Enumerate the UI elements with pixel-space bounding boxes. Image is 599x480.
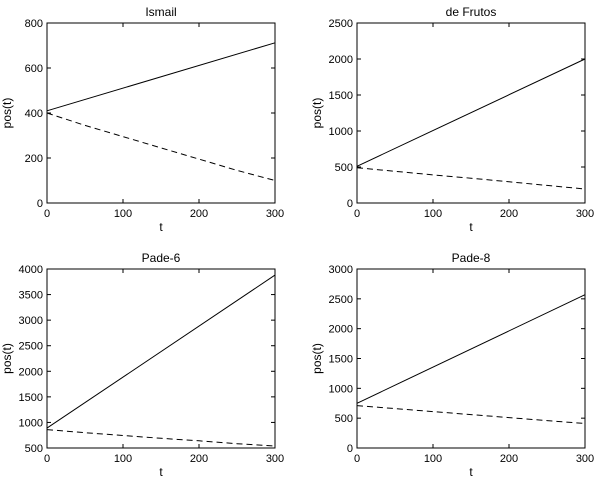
x-tick-label: 200 [500, 208, 518, 220]
x-tick-label: 0 [44, 453, 50, 465]
y-tick-label: 400 [25, 108, 43, 120]
y-tick-label: 0 [347, 198, 353, 210]
y-tick-label: 0 [37, 198, 43, 210]
chart-title: de Frutos [446, 5, 497, 19]
y-tick-label: 0 [347, 443, 353, 455]
chart-title: Ismail [145, 5, 176, 19]
y-axis-label: pos(t) [310, 98, 324, 129]
y-tick-label: 600 [25, 63, 43, 75]
x-tick-label: 0 [354, 453, 360, 465]
x-tick-label: 100 [424, 453, 442, 465]
x-tick-label: 100 [114, 208, 132, 220]
y-tick-label: 2000 [19, 366, 43, 378]
x-tick-label: 300 [266, 208, 284, 220]
y-tick-label: 4000 [19, 264, 43, 276]
x-tick-label: 300 [266, 453, 284, 465]
x-tick-label: 200 [190, 453, 208, 465]
x-tick-label: 300 [576, 208, 594, 220]
x-axis-label: t [159, 465, 163, 479]
x-tick-label: 100 [424, 208, 442, 220]
y-tick-label: 800 [25, 18, 43, 30]
y-tick-label: 500 [335, 162, 353, 174]
x-axis-label: t [469, 465, 473, 479]
y-tick-label: 1500 [329, 90, 353, 102]
subplot-3: Pade-6 0 100 200 300 500 1000 1500 2000 2500 3000 3… [0, 251, 284, 479]
series-line-solid [46, 42, 276, 112]
plot-frame [46, 22, 276, 204]
y-tick-label: 2000 [329, 324, 353, 336]
series-line-dashed [356, 167, 586, 190]
y-tick-label: 200 [25, 153, 43, 165]
plot-frame [356, 22, 586, 204]
y-tick-label: 3500 [19, 290, 43, 302]
y-axis-label: pos(t) [310, 343, 324, 374]
subplot-1: Ismail 0 100 200 300 0 200 400 600 800 t pos(t) [0, 5, 284, 234]
y-tick-label: 2500 [19, 341, 43, 353]
y-tick-label: 3000 [329, 264, 353, 276]
y-tick-label: 1000 [329, 126, 353, 138]
series-line-solid [46, 274, 276, 429]
y-tick-label: 1000 [329, 383, 353, 395]
y-tick-label: 1000 [19, 417, 43, 429]
chart-title: Pade-6 [142, 251, 181, 265]
x-axis-label: t [469, 220, 473, 234]
plot-frame [46, 268, 276, 449]
y-tick-label: 500 [25, 443, 43, 455]
series-line-dashed [46, 112, 276, 181]
y-tick-label: 1500 [19, 392, 43, 404]
y-axis-label: pos(t) [0, 343, 14, 374]
chart-title: Pade-8 [452, 251, 491, 265]
x-tick-label: 0 [44, 208, 50, 220]
series-line-dashed [356, 405, 586, 424]
series-line-dashed [46, 429, 276, 447]
subplot-2: de Frutos 0 100 200 300 0 500 1000 1500 2000 2500 t… [310, 5, 594, 234]
y-tick-label: 500 [335, 413, 353, 425]
series-line-solid [356, 294, 586, 404]
series-line-solid [356, 58, 586, 167]
subplot-4: Pade-80 100 200 300050010001500200025003000… [310, 251, 594, 479]
x-tick-label: 100 [114, 453, 132, 465]
y-tick-label: 2500 [329, 18, 353, 30]
y-tick-label: 2000 [329, 54, 353, 66]
x-tick-label: 0 [354, 208, 360, 220]
y-tick-label: 1500 [329, 354, 353, 366]
y-axis-label: pos(t) [0, 98, 14, 129]
x-axis-label: t [159, 220, 163, 234]
x-tick-label: 300 [576, 453, 594, 465]
x-tick-label: 200 [190, 208, 208, 220]
x-tick-label: 200 [500, 453, 518, 465]
y-tick-label: 2500 [329, 294, 353, 306]
y-tick-label: 3000 [19, 315, 43, 327]
